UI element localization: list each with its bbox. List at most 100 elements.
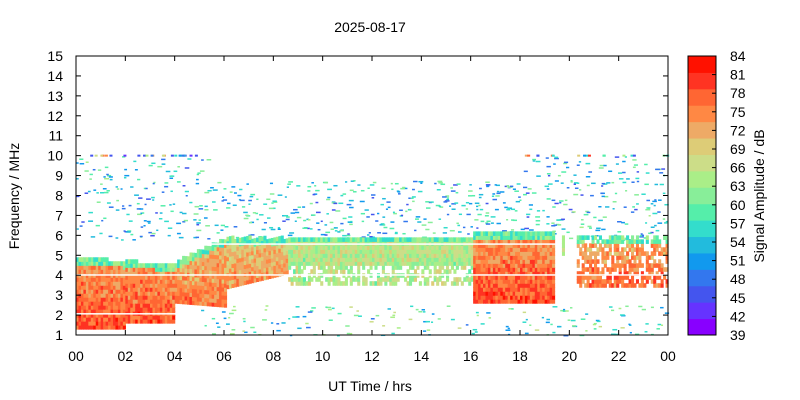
spectrogram-cell (549, 295, 553, 300)
spectrogram-cell (465, 245, 469, 250)
spectrogram-cell (492, 295, 496, 300)
spectrogram-cell (83, 257, 87, 262)
spectrogram-cell (527, 267, 531, 272)
spectrogram-cell (253, 250, 257, 255)
spectrogram-cell (137, 283, 141, 288)
spectrogram-cell (467, 233, 470, 235)
spectrogram-cell (532, 255, 536, 260)
spectrogram-cell (253, 246, 257, 251)
spectrogram-cell (394, 257, 398, 262)
spectrogram-cell (665, 267, 669, 272)
spectrogram-cell (485, 181, 490, 183)
spectrogram-cell (130, 295, 134, 300)
x-tick-label: 08 (266, 348, 282, 364)
spectrogram-cell (224, 239, 228, 244)
spectrogram-cell (152, 182, 155, 185)
spectrogram-cell (204, 261, 208, 267)
spectrogram-cell (541, 316, 545, 319)
spectrogram-cell (522, 275, 526, 280)
spectrogram-cell (349, 206, 354, 209)
spectrogram-cell (265, 255, 269, 260)
spectrogram-cell (570, 180, 573, 182)
spectrogram-cell (273, 253, 277, 258)
spectrogram-cell (115, 237, 119, 239)
spectrogram-cell (517, 243, 521, 248)
spectrogram-cell (231, 263, 235, 269)
spectrogram-cell (122, 269, 126, 274)
spectrogram-cell (182, 295, 186, 301)
spectrogram-cell (524, 255, 528, 260)
spectrogram-cell (152, 275, 156, 280)
spectrogram-cell (537, 259, 541, 264)
spectrogram-cell (368, 232, 371, 234)
spectrogram-cell (475, 255, 479, 260)
spectrogram-cell (83, 305, 87, 310)
spectrogram-cell (507, 231, 511, 236)
spectrogram-cell (347, 261, 351, 266)
spectrogram-cell (382, 325, 386, 327)
colorbar-tick-label: 57 (730, 215, 746, 231)
spectrogram-cell (169, 177, 174, 179)
spectrogram-cell (560, 182, 564, 184)
spectrogram-cell (443, 261, 447, 266)
spectrogram-cell (164, 271, 168, 276)
spectrogram-cell (510, 271, 514, 276)
spectrogram-cell (557, 174, 561, 177)
spectrogram-cell (468, 237, 472, 242)
spectrogram-cell (473, 271, 477, 276)
spectrogram-cell (132, 259, 136, 264)
spectrogram-cell (487, 259, 491, 264)
spectrogram-cell (251, 242, 255, 248)
spectrogram-cell (490, 222, 494, 224)
spectrogram-cell (510, 275, 514, 280)
spectrogram-cell (310, 310, 314, 312)
spectrogram-cell (623, 255, 627, 260)
spectrogram-cell (135, 291, 139, 296)
spectrogram-cell (85, 285, 89, 290)
spectrogram-cell (145, 275, 149, 280)
spectrogram-cell (399, 249, 403, 254)
spectrogram-cell (603, 283, 607, 288)
spectrogram-cell (357, 184, 361, 186)
spectrogram-cell (361, 236, 366, 238)
spectrogram-cell (359, 200, 365, 203)
spectrogram-cell (226, 323, 230, 325)
spectrogram-cell (110, 301, 114, 306)
spectrogram-cell (650, 255, 654, 260)
spectrogram-cell (436, 257, 440, 262)
spectrogram-cell (293, 237, 297, 242)
spectrogram-cell (512, 275, 516, 280)
spectrogram-cell (453, 277, 457, 282)
spectrogram-cell (621, 283, 625, 288)
spectrogram-cell (483, 255, 487, 260)
spectrogram-cell (219, 238, 223, 244)
spectrogram-cell (327, 269, 331, 274)
spectrogram-cell (157, 267, 161, 272)
spectrogram-cell (325, 306, 328, 308)
spectrogram-cell (113, 313, 117, 318)
spectrogram-cell (241, 253, 245, 258)
spectrogram-cell (603, 243, 607, 248)
spectrogram-cell (352, 277, 356, 282)
spectrogram-cell (638, 259, 642, 264)
spectrogram-cell (507, 299, 511, 304)
spectrogram-cell (524, 287, 528, 292)
spectrogram-cell (307, 227, 310, 230)
spectrogram-cell (394, 277, 398, 282)
spectrogram-cell (475, 247, 479, 252)
spectrogram-cell (515, 243, 519, 248)
spectrogram-cell (446, 197, 450, 199)
spectrogram-cell (150, 271, 154, 276)
spectrogram-cell (169, 299, 173, 304)
spectrogram-cell (132, 263, 136, 268)
spectrogram-cell (415, 218, 419, 220)
spectrogram-cell (494, 184, 497, 186)
spectrogram-cell (478, 255, 482, 260)
spectrogram-cell (211, 266, 215, 271)
spectrogram-cell (206, 269, 210, 275)
spectrogram-cell (621, 275, 625, 280)
spectrogram-cell (430, 321, 434, 323)
spectrogram-cell (182, 221, 186, 223)
spectrogram-cell (539, 283, 543, 288)
spectrogram-cell (546, 165, 551, 168)
